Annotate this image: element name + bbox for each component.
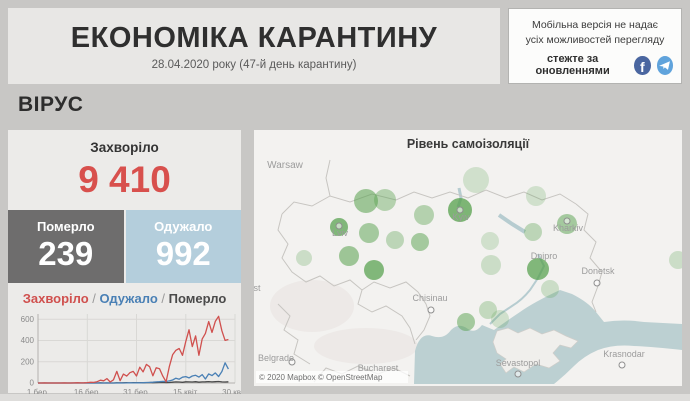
recovered-card: Одужало 992: [125, 209, 241, 283]
page-title: ЕКОНОМІКА КАРАНТИНУ: [70, 21, 438, 54]
daily-cases-line-chart[interactable]: 0 200 400 600 1 бер. 16 бер. 31 бер. 15 квіт. 30…: [8, 307, 241, 401]
died-card: Померло 239: [8, 209, 124, 283]
svg-text:1 бер.: 1 бер.: [27, 388, 49, 397]
crimea-peninsula: [492, 327, 579, 374]
infected-label: Захворіло: [90, 140, 159, 155]
map-relief: [270, 280, 354, 332]
city-labels: Warsaw st Lviv Kyiv Kharkiv Dnipro Donetsk Chis…: [254, 160, 645, 378]
svg-text:200: 200: [21, 357, 35, 366]
city-label: Krasnodar: [603, 349, 645, 359]
border-danube: [313, 365, 411, 383]
header-banner: ЕКОНОМІКА КАРАНТИНУ 28.04.2020 року (47-…: [8, 8, 500, 84]
city-label: Bucharest: [358, 363, 399, 373]
border-moldova: [361, 281, 431, 341]
svg-text:400: 400: [21, 336, 35, 345]
isolation-bubbles[interactable]: [296, 167, 682, 331]
telegram-icon[interactable]: [656, 55, 673, 75]
recovered-label: Одужало: [154, 218, 213, 234]
facebook-icon[interactable]: f: [634, 55, 651, 75]
city-label: Dnipro: [531, 251, 558, 261]
svg-text:16 бер.: 16 бер.: [74, 388, 101, 397]
border-east: [575, 203, 603, 313]
city-marker-icon: [288, 358, 296, 366]
city-label: Donetsk: [581, 266, 615, 276]
river-kremenchuk-reservoir: [497, 213, 527, 234]
city-marker-icon: [593, 279, 601, 287]
region-bubble[interactable]: [527, 258, 549, 280]
svg-text:30 квіт.: 30 квіт.: [222, 388, 241, 397]
region-bubble[interactable]: [296, 250, 312, 266]
region-bubble[interactable]: [457, 313, 475, 331]
svg-text:600: 600: [21, 315, 35, 324]
map-attribution: © 2020 Mapbox © OpenStreetMap: [256, 371, 408, 383]
map-title: Рівень самоізоляції: [406, 137, 530, 151]
city-label: Belgrade: [258, 353, 294, 363]
legend-separator: /: [92, 290, 96, 306]
region-bubble[interactable]: [386, 231, 404, 249]
infected-value: 9 410: [78, 159, 171, 200]
chart-legend: Захворіло / Одужало / Померло: [8, 291, 241, 306]
region-bubble[interactable]: [481, 255, 501, 275]
city-marker-icon: [514, 370, 522, 378]
region-bubble[interactable]: [481, 232, 499, 250]
city-marker-icon: [427, 306, 435, 314]
page-bottom-strip: [0, 394, 690, 401]
region-bubble[interactable]: [491, 310, 509, 328]
svg-text:31 бер.: 31 бер.: [123, 388, 150, 397]
city-label: Lviv: [332, 228, 349, 238]
region-bubble[interactable]: [526, 186, 546, 206]
section-title-virus: ВІРУС: [18, 93, 84, 116]
city-label: Chisinau: [412, 293, 447, 303]
city-marker-icon: [618, 361, 626, 369]
city-label: Warsaw: [267, 160, 304, 171]
border-north: [281, 189, 577, 215]
border-poland: [325, 159, 331, 197]
river-dnipro: [489, 253, 546, 325]
region-bubble[interactable]: [669, 251, 682, 269]
region-bubble[interactable]: [541, 280, 559, 298]
border-west: [277, 213, 416, 345]
map-relief: [314, 328, 418, 364]
self-isolation-map-panel: Рівень самоізоляції Warsaw st Lviv Kyiv Khar…: [254, 130, 682, 386]
recovered-value: 992: [155, 234, 211, 272]
legend-recovered: Одужало: [99, 290, 158, 306]
region-bubble[interactable]: [339, 246, 359, 266]
city-marker-icon: [456, 206, 464, 214]
region-bubble[interactable]: [479, 301, 497, 319]
svg-text:0: 0: [30, 378, 35, 387]
city-marker-icon: [335, 222, 343, 230]
legend-infected: Захворіло: [22, 290, 89, 306]
page-subtitle: 28.04.2020 року (47-й день карантину): [151, 58, 357, 71]
region-bubble[interactable]: [411, 233, 429, 251]
svg-text:© 2020 Mapbox © OpenStreetMap: © 2020 Mapbox © OpenStreetMap: [259, 373, 383, 382]
region-bubble[interactable]: [359, 223, 379, 243]
notice-line-2: усіх можливостей перегляду: [525, 33, 665, 46]
died-label: Померло: [36, 218, 95, 234]
region-bubble[interactable]: [374, 189, 396, 211]
city-label: Kyiv: [452, 212, 470, 222]
region-bubble[interactable]: [354, 189, 378, 213]
mobile-notice-box: Мобільна версія не надає усіх можливосте…: [508, 8, 682, 84]
ukraine-map[interactable]: Warsaw st Lviv Kyiv Kharkiv Dnipro Donetsk Chis…: [254, 154, 682, 384]
city-label: Sevastopol: [496, 358, 541, 368]
virus-stats-panel: Захворіло 9 410 Померло 239 Одужало 992 …: [8, 130, 241, 397]
city-label: Kharkiv: [553, 223, 584, 233]
city-marker-icon: [563, 217, 571, 225]
legend-separator: /: [161, 290, 166, 306]
region-bubble[interactable]: [524, 223, 542, 241]
region-bubble[interactable]: [463, 167, 489, 193]
region-bubble[interactable]: [414, 205, 434, 225]
legend-died: Померло: [168, 290, 227, 306]
city-label: st: [254, 283, 261, 293]
follow-label: стежте за оновленнями: [535, 53, 610, 78]
border-balkans: [277, 303, 311, 365]
notice-line-1: Мобільна версія не надає: [531, 19, 659, 31]
svg-text:15 квіт.: 15 квіт.: [173, 388, 199, 397]
region-bubble[interactable]: [364, 260, 384, 280]
died-value: 239: [38, 234, 94, 272]
